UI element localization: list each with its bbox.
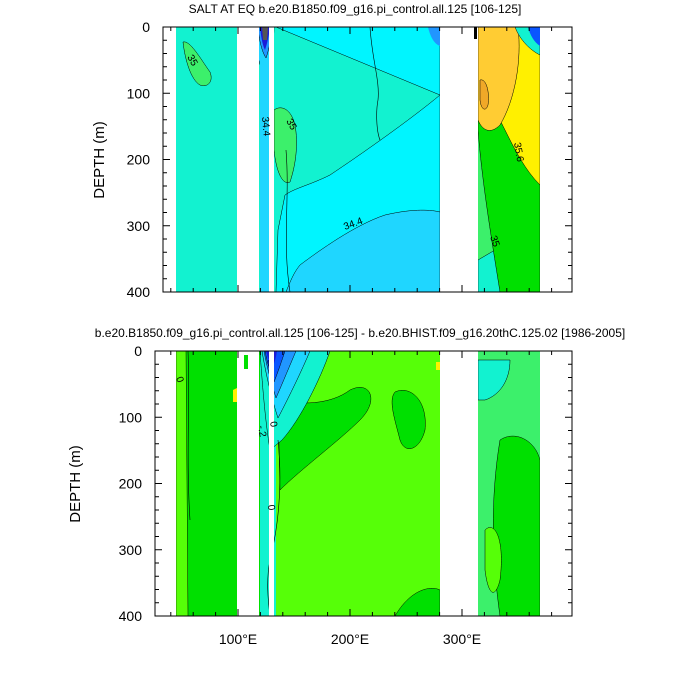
panel2-x-axis: 100°E 200°E 300°E — [170, 351, 553, 647]
x-tick-label: 300°E — [443, 631, 481, 647]
panel-diff: b.e20.B1850.f09_g16.pi_control.all.125 [… — [67, 326, 625, 647]
y-tick-label: 400 — [127, 284, 151, 300]
y-tick-label: 200 — [127, 152, 151, 168]
p2-land-gap — [269, 351, 274, 616]
p1-contour-label: 35 — [487, 234, 501, 249]
p1-data-mark — [474, 27, 477, 39]
p2-contour-label: -.2 — [255, 425, 268, 439]
y-tick-label: 100 — [119, 409, 143, 425]
p1-contour-label: 35.6 — [511, 142, 525, 164]
y-tick-label: 100 — [127, 85, 151, 101]
panel-salt: SALT AT EQ b.e20.B1850.f09_g16.pi_contro… — [91, 2, 573, 300]
panel1-y-axis: 0 100 200 300 400 — [127, 19, 572, 300]
p2-contour-label: 0 — [267, 421, 279, 429]
p2-land-gap — [237, 351, 259, 616]
p2-region-yellowgreen-w — [175, 351, 189, 616]
p1-contour-label: 34.4 — [259, 116, 272, 137]
p1-land-gap — [440, 27, 478, 292]
panel2-title: b.e20.B1850.f09_g16.pi_control.all.125 [… — [95, 326, 625, 340]
p2-contour-label: 0 — [173, 375, 185, 384]
p2-region-atl-yellow — [436, 362, 440, 370]
y-tick-label: 0 — [134, 343, 142, 359]
p2-data-mark — [244, 355, 248, 369]
panel1-title: SALT AT EQ b.e20.B1850.f09_g16.pi_contro… — [189, 2, 522, 16]
p2-region-atl-yellowgreen2 — [484, 527, 502, 593]
p1-contour-label: 35 — [283, 117, 298, 133]
p2-region-atl-teal — [477, 359, 511, 401]
panel1-x-axis — [170, 27, 553, 292]
panel1-y-title: DEPTH (m) — [91, 121, 108, 199]
p2-region-green-blob — [391, 390, 426, 449]
p2-contour-label: 0 — [265, 504, 276, 511]
p1-region-lightblue-deep — [285, 209, 441, 292]
x-tick-label: 100°E — [219, 631, 257, 647]
y-tick-label: 300 — [119, 542, 143, 558]
p2-contour-line — [187, 351, 191, 521]
p1-region-atlantic-deepblue — [528, 27, 540, 46]
p2-region-yellow-w — [233, 388, 237, 402]
p1-contour-line — [369, 27, 381, 141]
p1-region-green-mid — [273, 107, 297, 183]
p1-contour-line — [285, 149, 291, 292]
p1-region-eastedge-blue — [428, 27, 440, 46]
p2-land-gap — [440, 351, 478, 616]
panel2-y-title: DEPTH (m) — [67, 445, 84, 523]
y-tick-label: 300 — [127, 218, 151, 234]
p1-contour-label: 35 — [184, 53, 199, 69]
p2-region-atl-green2 — [493, 435, 541, 616]
p1-land-gap — [237, 27, 259, 292]
panel1-field — [163, 27, 572, 292]
y-tick-label: 0 — [142, 19, 150, 35]
p1-region-green-west — [182, 41, 212, 86]
panel2-y-axis: 0 100 200 300 400 — [119, 343, 572, 624]
y-tick-label: 200 — [119, 476, 143, 492]
p1-region-dark-cap — [262, 27, 268, 40]
p1-land-gap — [269, 27, 274, 292]
p1-region-atlantic-darkorange — [479, 79, 489, 110]
x-tick-label: 200°E — [331, 631, 369, 647]
y-tick-label: 400 — [119, 608, 143, 624]
panel2-field — [155, 351, 572, 616]
